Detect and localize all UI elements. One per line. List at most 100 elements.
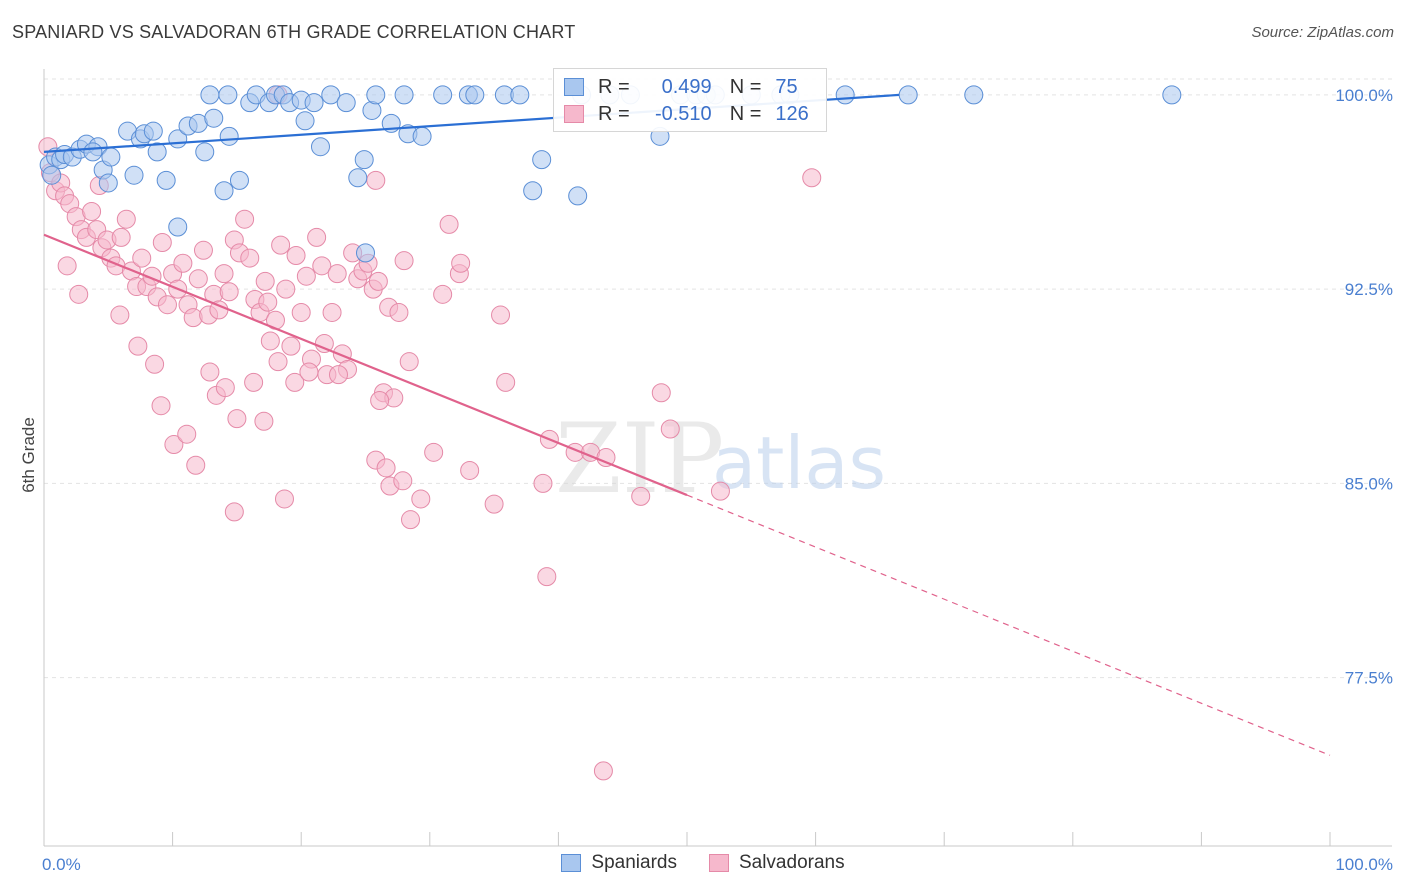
x-tick-label: 0.0%	[42, 855, 81, 874]
salvadoran-point	[651, 383, 671, 403]
spaniard-point	[83, 142, 103, 162]
salvadoran-point	[177, 424, 197, 444]
salvadoran-point	[296, 266, 316, 286]
spaniard-point	[219, 126, 239, 146]
salvadorans-trend-line	[43, 233, 688, 497]
spaniard-point	[433, 85, 453, 105]
legend-item-salvadorans[interactable]: Salvadorans	[708, 852, 845, 874]
legend-n-value: 75	[775, 75, 798, 98]
salvadoran-point	[484, 494, 504, 514]
salvadoran-point	[110, 305, 130, 325]
salvadoran-point	[260, 331, 280, 351]
salvadoran-point	[200, 362, 220, 382]
salvadoran-point	[244, 372, 264, 392]
salvadorans-swatch	[708, 854, 729, 872]
legend-n-label: N =	[729, 102, 762, 125]
legend-n-label: N =	[729, 75, 762, 98]
y-tick-label: 92.5%	[1345, 280, 1393, 299]
spaniard-point	[532, 150, 552, 170]
y-tick-label: 85.0%	[1345, 474, 1393, 493]
salvadoran-point	[235, 209, 255, 229]
salvadoran-point	[710, 481, 730, 501]
y-tick-label: 77.5%	[1345, 669, 1393, 688]
salvadoran-point	[393, 471, 413, 491]
salvadoran-point	[274, 489, 294, 509]
salvadoran-point	[460, 460, 480, 480]
legend-item-spaniards[interactable]: Spaniards	[561, 852, 677, 874]
spaniard-point	[304, 93, 324, 113]
salvadoran-point	[164, 435, 184, 455]
salvadoran-point	[496, 372, 516, 392]
salvadoran-point	[660, 419, 680, 439]
legend-r-value: 0.499	[661, 75, 712, 98]
spaniard-point	[310, 137, 330, 157]
salvadoran-point	[366, 170, 386, 190]
salvadoran-point	[401, 510, 421, 530]
salvadoran-point	[433, 284, 453, 304]
spaniard-point	[295, 111, 315, 131]
spaniard-point	[200, 85, 220, 105]
chart-source: Source: ZipAtlas.com	[1251, 24, 1394, 41]
salvadoran-point	[389, 302, 409, 322]
spaniard-point	[101, 147, 121, 167]
salvadorans-points	[38, 85, 822, 781]
salvadoran-point	[312, 256, 332, 276]
spaniard-point	[143, 121, 163, 141]
spaniard-point	[124, 165, 144, 185]
spaniard-point	[510, 85, 530, 105]
spaniard-point	[898, 85, 918, 105]
spaniard-point	[156, 170, 176, 190]
x-tick-label: 100.0%	[1335, 855, 1393, 874]
spaniard-point	[362, 100, 382, 120]
tick-labels: 100.0% 92.5% 85.0% 77.5% 0.0% 100.0%	[42, 86, 1393, 874]
legend-r-label: R =	[598, 75, 630, 98]
salvadoran-point	[57, 256, 77, 276]
spaniard-point	[195, 142, 215, 162]
salvadorans-trend-extension	[686, 494, 1331, 756]
salvadoran-point	[394, 251, 414, 271]
y-axis-label: 6th Grade	[19, 417, 38, 493]
salvadoran-point	[286, 245, 306, 265]
spaniard-point	[218, 85, 238, 105]
spaniards-swatch	[564, 78, 584, 96]
y-tick-label: 100.0%	[1335, 86, 1393, 105]
salvadoran-point	[439, 214, 459, 234]
salvadoran-point	[116, 209, 136, 229]
salvadoran-point	[188, 269, 208, 289]
spaniard-point	[321, 85, 341, 105]
legend-row-spaniards: R = 0.499 N = 75	[564, 74, 798, 100]
salvadorans-swatch	[564, 105, 584, 123]
spaniard-point	[835, 85, 855, 105]
spaniard-point	[523, 181, 543, 201]
legend-r-value: -0.510	[654, 102, 712, 125]
salvadoran-point	[173, 253, 193, 273]
legend-row-salvadorans: R = -0.510 N = 126	[564, 101, 809, 127]
spaniard-point	[168, 217, 188, 237]
salvadoran-point	[219, 282, 239, 302]
salvadoran-point	[370, 391, 390, 411]
salvadoran-point	[451, 253, 471, 273]
salvadoran-point	[157, 295, 177, 315]
spaniard-point	[204, 108, 224, 128]
salvadoran-point	[128, 336, 148, 356]
salvadoran-point	[281, 336, 301, 356]
spaniard-point	[214, 181, 234, 201]
correlation-legend: R = 0.499 N = 75 R = -0.510 N = 126	[553, 68, 827, 132]
salvadoran-point	[291, 302, 311, 322]
salvadoran-point	[399, 352, 419, 372]
spaniard-point	[366, 85, 386, 105]
salvadoran-point	[186, 455, 206, 475]
spaniard-point	[336, 93, 356, 113]
salvadoran-point	[258, 292, 278, 312]
legend-label-spaniards: Spaniards	[591, 852, 677, 873]
salvadoran-point	[533, 473, 553, 493]
salvadoran-point	[411, 489, 431, 509]
salvadoran-point	[376, 458, 396, 478]
salvadoran-point	[215, 378, 235, 398]
salvadoran-point	[193, 240, 213, 260]
spaniard-point	[229, 170, 249, 190]
salvadoran-point	[327, 264, 347, 284]
legend-label-salvadorans: Salvadorans	[738, 852, 845, 873]
salvadoran-point	[491, 305, 511, 325]
spaniard-point	[394, 85, 414, 105]
